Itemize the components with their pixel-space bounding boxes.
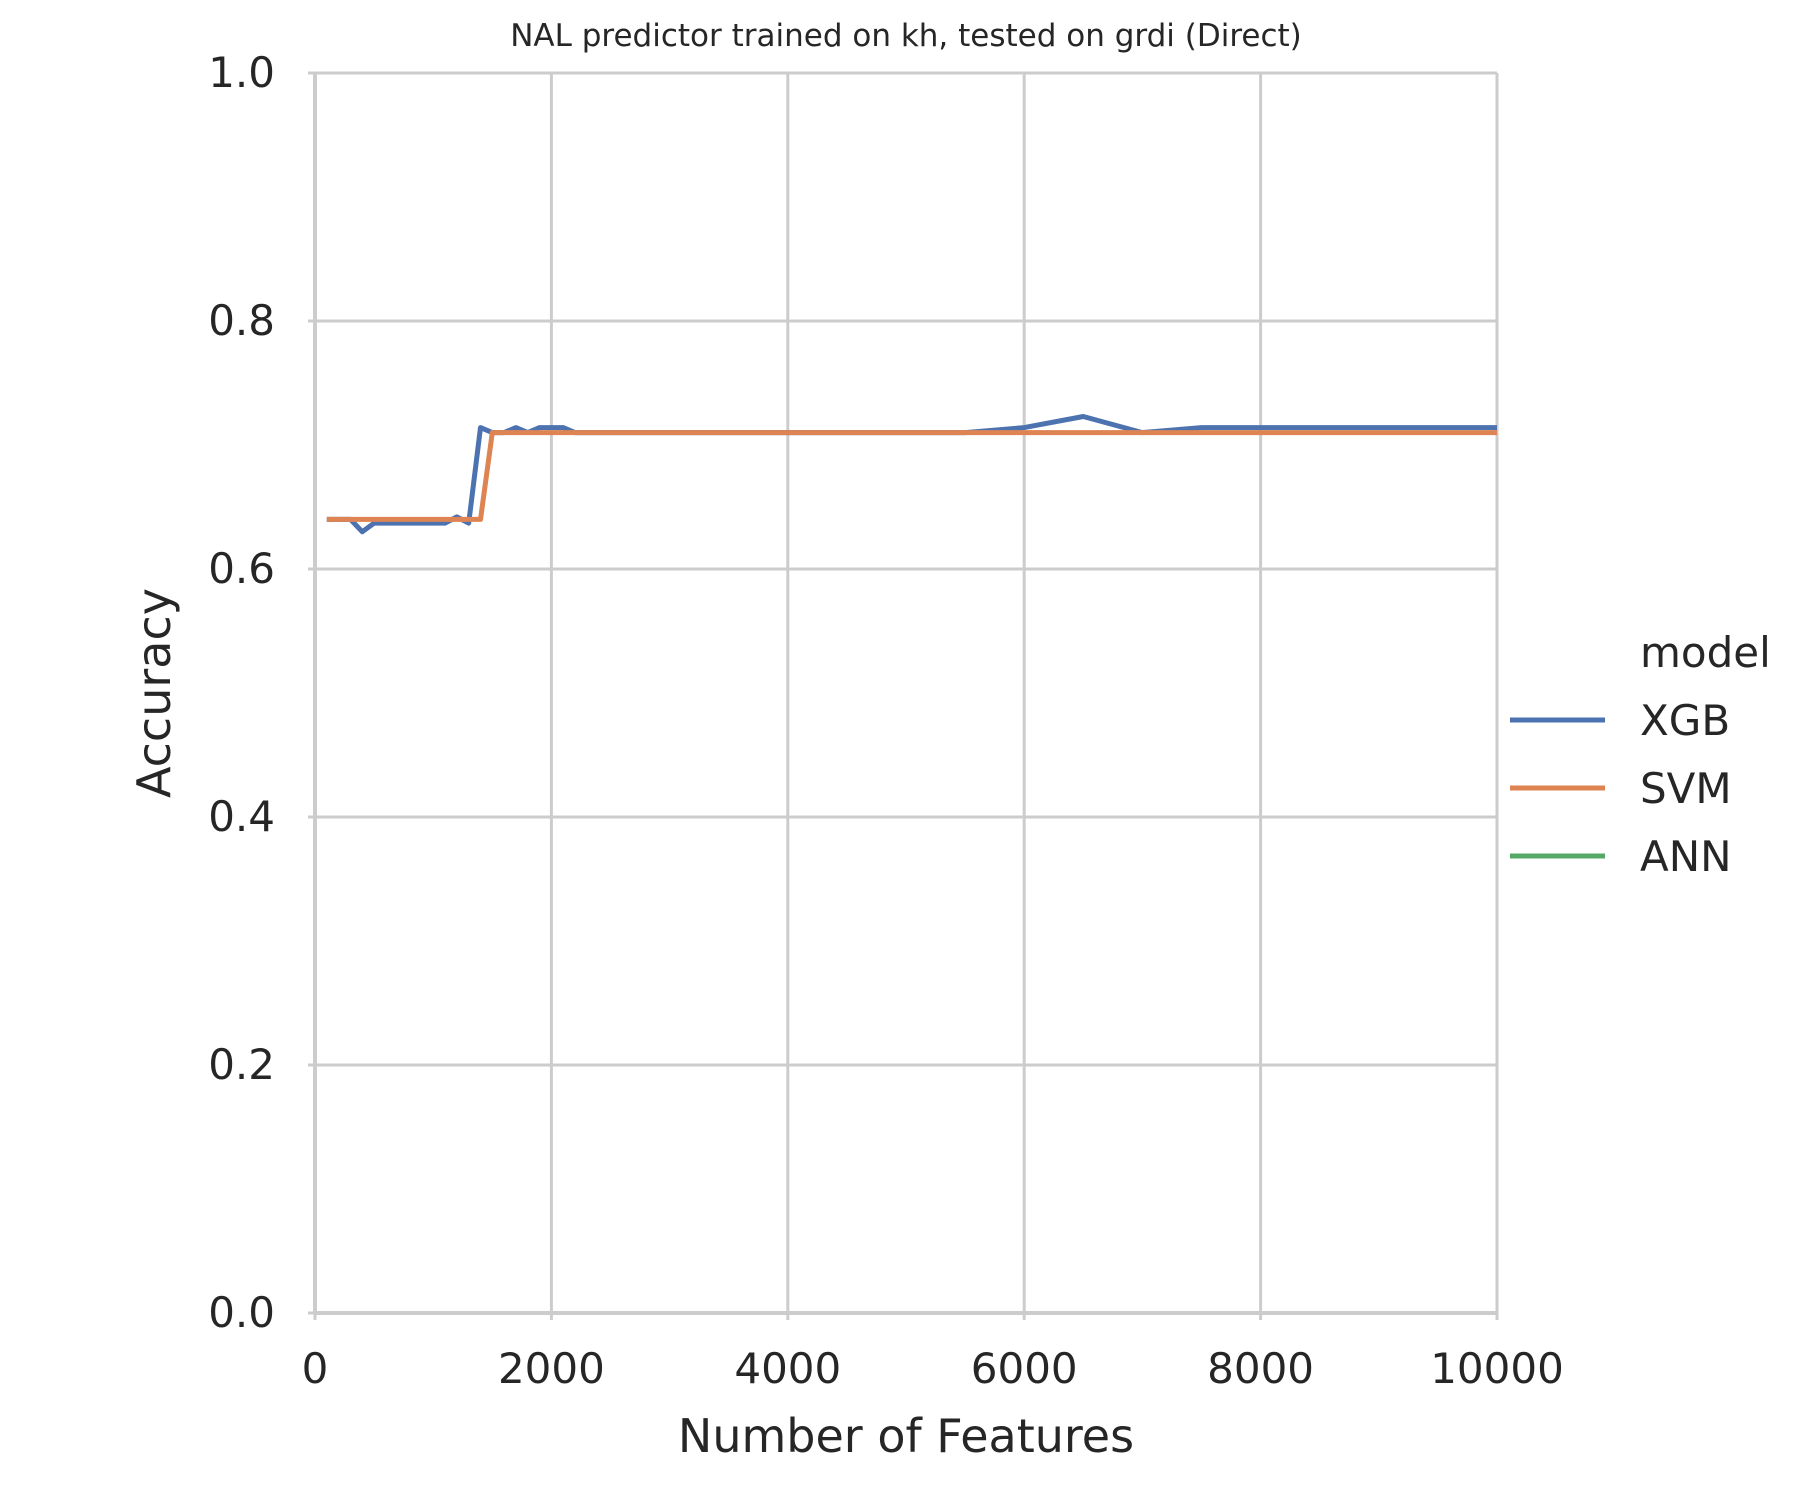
y-tick-label: 0.4 [208, 792, 275, 841]
y-tick-label: 0.8 [208, 296, 275, 345]
series-line-svm [326, 430, 1497, 522]
legend-label-svm: SVM [1640, 764, 1732, 813]
x-tick-label: 4000 [734, 1344, 841, 1393]
x-tick-label: 8000 [1207, 1344, 1314, 1393]
legend-label-xgb: XGB [1640, 696, 1730, 745]
legend-label-ann: ANN [1640, 832, 1732, 881]
legend: model XGB SVM ANN [1510, 628, 1771, 881]
y-axis-title: Accuracy [127, 588, 181, 798]
legend-title: model [1640, 628, 1771, 677]
x-axis-title: Number of Features [678, 1409, 1134, 1463]
chart-title: NAL predictor trained on kh, tested on g… [510, 18, 1302, 54]
x-tick-label: 10000 [1430, 1344, 1564, 1393]
axes-layer [308, 71, 1499, 1320]
y-tick-label: 0.6 [208, 544, 275, 593]
series-layer [326, 414, 1497, 535]
grid-layer [313, 71, 1499, 1315]
y-tick-label: 0.2 [208, 1040, 275, 1089]
x-tick-label: 2000 [498, 1344, 605, 1393]
x-tick-label: 6000 [971, 1344, 1078, 1393]
y-tick-label: 0.0 [208, 1288, 275, 1337]
y-tick-label: 1.0 [208, 48, 275, 97]
x-tick-label: 0 [302, 1344, 329, 1393]
tick-label-layer: 0.0 0.2 0.4 0.6 0.8 1.0 0 2000 4000 6000 8000 10000 [208, 48, 1564, 1393]
